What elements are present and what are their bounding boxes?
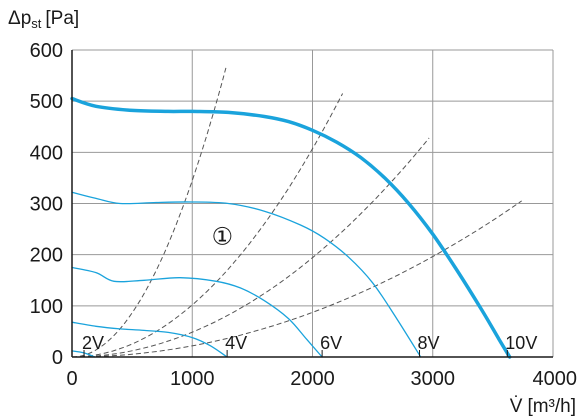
system-curve <box>71 137 430 358</box>
system-curve <box>71 200 522 358</box>
curve-labels: 10V 8V 6V 4V 2V ① <box>82 222 537 357</box>
system-curve <box>71 67 227 358</box>
y-tick-label: 600 <box>30 40 63 62</box>
system-curve <box>71 93 344 358</box>
x-tick-label: 4000 <box>533 368 578 390</box>
y-tick-label: 0 <box>52 347 63 369</box>
curve-label-6v: 6V <box>320 333 342 353</box>
system-curves <box>71 67 522 358</box>
curve-label-8v: 8V <box>418 333 440 353</box>
curve-label-2v: 2V <box>82 333 104 353</box>
curve-label-10v: 10V <box>505 333 537 353</box>
axes <box>71 50 553 358</box>
y-tick-label: 400 <box>30 142 63 164</box>
x-tick-label: 3000 <box>411 368 456 390</box>
x-axis-title: V̇ [m³/h] <box>510 396 576 417</box>
y-tick-label: 200 <box>30 245 63 267</box>
fan-curve-4v <box>71 321 228 358</box>
x-tick-label: 2000 <box>290 368 335 390</box>
fan-curve-8v <box>71 191 422 358</box>
series-group <box>70 96 512 359</box>
grid <box>72 49 554 357</box>
y-tick-label: 500 <box>30 91 63 113</box>
y-tick-label: 100 <box>30 296 63 318</box>
y-axis-title: Δpst [Pa] <box>8 8 79 31</box>
tick-labels: 0 100 200 300 400 500 600 0 1000 2000 3000 4000 <box>30 40 577 390</box>
fan-curve-10v <box>70 96 512 359</box>
annotation-marker: ① <box>212 222 234 250</box>
y-tick-label: 300 <box>30 194 63 216</box>
x-tick-label: 1000 <box>170 368 215 390</box>
curve-label-4v: 4V <box>225 333 247 353</box>
fan-curve-6v <box>71 266 323 358</box>
x-tick-label: 0 <box>66 368 77 390</box>
